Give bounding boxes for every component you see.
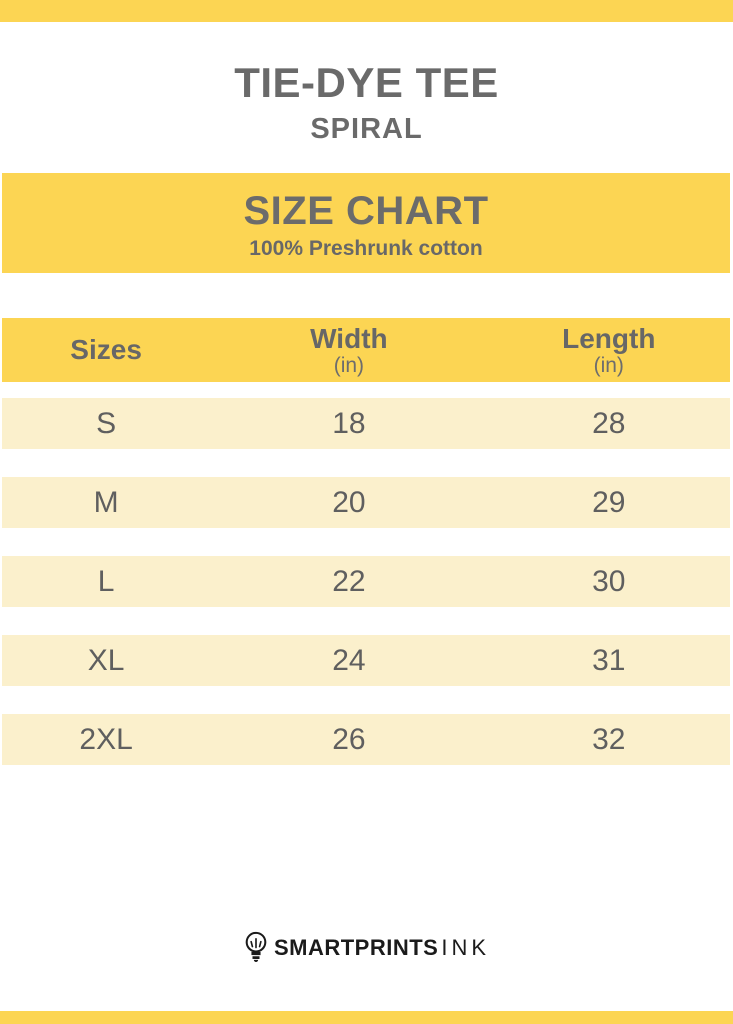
brand-logo: SMARTPRINTS INK bbox=[243, 931, 490, 964]
column-label-width: Width bbox=[310, 322, 388, 354]
table-row: S 18 28 bbox=[2, 398, 730, 449]
size-table: Sizes Width (in) Length (in) S 18 28 M 20 29 L… bbox=[0, 318, 733, 765]
cell-length: 30 bbox=[592, 564, 626, 598]
cell-length: 31 bbox=[592, 643, 626, 677]
size-table-header-row: Sizes Width (in) Length (in) bbox=[2, 318, 730, 382]
cell-size: L bbox=[97, 564, 115, 598]
cell-length: 32 bbox=[592, 722, 626, 756]
column-unit-length: (in) bbox=[593, 353, 624, 377]
cell-size: XL bbox=[87, 643, 125, 677]
cell-width: 26 bbox=[332, 722, 366, 756]
table-row: L 22 30 bbox=[2, 556, 730, 607]
cell-size: M bbox=[93, 485, 119, 519]
product-header: TIE-DYE TEE SPIRAL bbox=[0, 22, 733, 173]
column-header-width: Width (in) bbox=[210, 322, 487, 377]
cell-length: 28 bbox=[592, 406, 626, 440]
table-row: XL 24 31 bbox=[2, 635, 730, 686]
cell-width: 20 bbox=[332, 485, 366, 519]
column-header-length: Length (in) bbox=[488, 322, 730, 377]
brand-name: SMARTPRINTS bbox=[273, 934, 439, 960]
column-header-sizes: Sizes bbox=[2, 335, 210, 365]
table-row: M 20 29 bbox=[2, 477, 730, 528]
bottom-accent-bar bbox=[0, 1011, 733, 1024]
product-variant: SPIRAL bbox=[310, 113, 423, 145]
column-unit-width: (in) bbox=[333, 353, 365, 377]
cell-size: 2XL bbox=[79, 722, 133, 756]
column-label-length: Length bbox=[562, 322, 656, 354]
cell-width: 18 bbox=[332, 406, 366, 440]
material-note: 100% Preshrunk cotton bbox=[249, 237, 483, 260]
top-accent-bar bbox=[0, 0, 733, 22]
cell-width: 24 bbox=[332, 643, 366, 677]
product-title: TIE-DYE TEE bbox=[234, 59, 499, 106]
size-chart-banner: SIZE CHART 100% Preshrunk cotton bbox=[2, 173, 730, 273]
cell-size: S bbox=[96, 406, 117, 440]
brand-suffix: INK bbox=[441, 934, 491, 960]
size-table-body: S 18 28 M 20 29 L 22 30 XL 24 31 2XL 26 32 bbox=[0, 398, 733, 765]
size-chart-heading: SIZE CHART bbox=[243, 189, 489, 233]
column-label-sizes: Sizes bbox=[70, 334, 142, 365]
cell-length: 29 bbox=[592, 485, 626, 519]
lightbulb-icon bbox=[245, 931, 267, 963]
table-row: 2XL 26 32 bbox=[2, 714, 730, 765]
cell-width: 22 bbox=[332, 564, 366, 598]
footer: SMARTPRINTS INK bbox=[0, 931, 733, 964]
